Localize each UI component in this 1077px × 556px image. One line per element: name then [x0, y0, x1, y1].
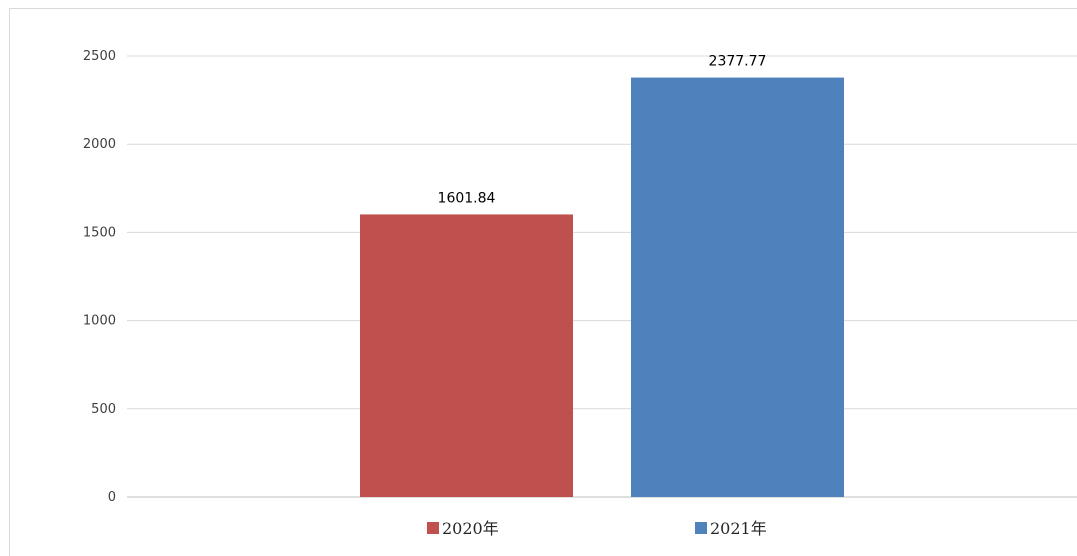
legend-entry-label: 2020年 — [442, 519, 499, 538]
bar-2021年 — [631, 77, 844, 497]
y-axis-ticks: 0 500 1000 1500 2000 2500 — [83, 49, 116, 505]
y-tick-label: 500 — [91, 402, 116, 417]
y-tick-label: 2000 — [83, 137, 116, 152]
data-label: 2377.77 — [709, 54, 767, 70]
legend-swatch — [695, 522, 707, 534]
y-tick-label: 1500 — [83, 225, 116, 240]
legend: 2020年 2021年 — [427, 519, 767, 538]
gridlines — [127, 55, 1077, 498]
data-label: 1601.84 — [438, 190, 496, 206]
legend-entry-label: 2021年 — [710, 519, 767, 538]
data-labels: 1601.84 2377.77 — [438, 54, 767, 207]
y-tick-label: 1000 — [83, 314, 116, 329]
legend-swatch — [427, 522, 439, 534]
chart-frame — [9, 8, 1077, 556]
bars — [360, 77, 844, 497]
bar-2020年 — [360, 214, 573, 497]
y-tick-label: 0 — [108, 490, 116, 505]
y-tick-label: 2500 — [83, 49, 116, 64]
